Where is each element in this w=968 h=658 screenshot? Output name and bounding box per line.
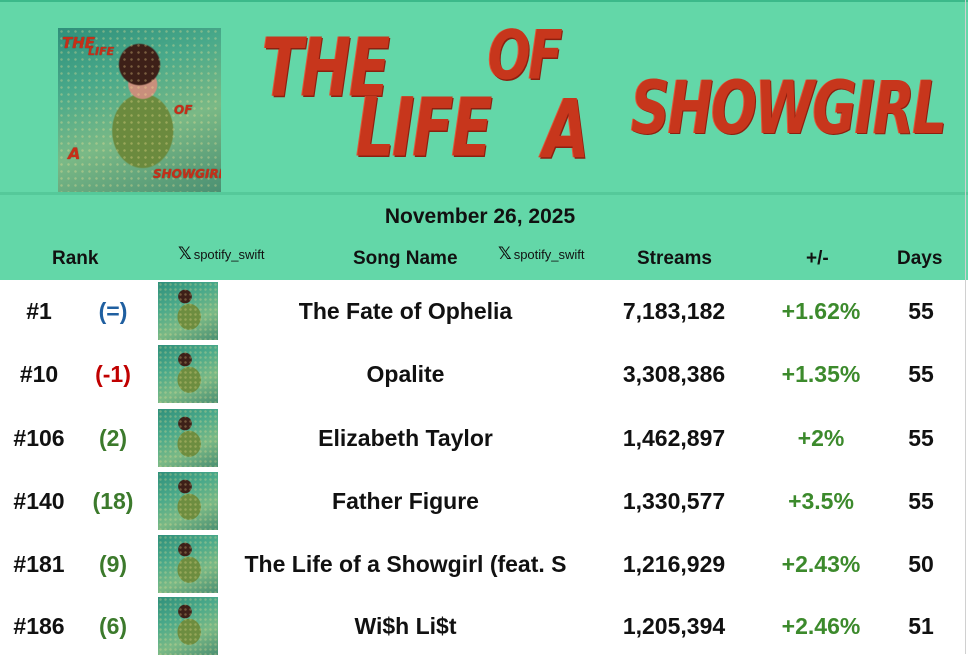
days-cell: 55 — [908, 298, 934, 324]
column-header-change: +/- — [806, 248, 829, 269]
table-row: #1 (=) The Fate of Ophelia 7,183,182 +1.… — [0, 280, 968, 343]
percent-change-cell: +2% — [797, 425, 845, 451]
watermark-right: 𝕏 spotify_swift — [498, 246, 585, 263]
percent-change-cell: +2.43% — [781, 551, 861, 577]
title-word-a: A — [543, 83, 589, 178]
table-row: #10 (-1) Opalite 3,308,386 +1.35% 55 — [0, 343, 968, 406]
percent-change-cell: +3.5% — [788, 488, 854, 514]
album-thumbnail — [158, 282, 218, 340]
cover-text-showgirl: SHOWGIRL — [153, 167, 221, 181]
title-word-of: OF — [488, 16, 563, 95]
gridline — [965, 0, 966, 654]
table-row: #186 (6) Wi$h Li$t 1,205,394 +2.46% 51 — [0, 595, 968, 658]
album-thumbnail — [158, 472, 218, 530]
song-name-cell: Opalite — [366, 361, 445, 387]
streams-cell: 1,205,394 — [622, 613, 726, 639]
column-header-rank: Rank — [52, 248, 99, 269]
song-name-cell: The Life of a Showgirl (feat. S — [244, 551, 567, 577]
album-thumbnail — [158, 597, 218, 655]
song-name-cell: The Fate of Ophelia — [298, 298, 513, 324]
rank-change-cell: (6) — [98, 613, 128, 639]
column-header-days: Days — [897, 248, 943, 269]
days-cell: 55 — [908, 488, 934, 514]
rank-cell: #1 — [26, 298, 52, 324]
percent-change-cell: +2.46% — [781, 613, 861, 639]
title-word-the: THE — [262, 21, 390, 116]
cover-text-of: OF — [174, 103, 193, 117]
rank-cell: #186 — [13, 613, 65, 639]
streams-cell: 1,330,577 — [622, 488, 726, 514]
table-row: #106 (2) Elizabeth Taylor 1,462,897 +2% … — [0, 407, 968, 470]
days-cell: 51 — [908, 613, 934, 639]
header-divider — [0, 192, 968, 195]
x-logo-icon: 𝕏 — [178, 244, 192, 264]
rank-cell: #106 — [13, 425, 65, 451]
album-thumbnail — [158, 535, 218, 593]
days-cell: 55 — [908, 361, 934, 387]
cover-text-life: LIFE — [88, 45, 115, 58]
days-cell: 55 — [908, 425, 934, 451]
cover-text-the: THE — [62, 34, 96, 52]
x-logo-icon: 𝕏 — [498, 244, 512, 264]
streams-cell: 1,462,897 — [622, 425, 726, 451]
cover-sparkle-texture — [58, 28, 221, 194]
days-cell: 50 — [908, 551, 934, 577]
streams-cell: 7,183,182 — [622, 298, 726, 324]
table-row: #181 (9) The Life of a Showgirl (feat. S… — [0, 533, 968, 596]
rank-change-cell: (9) — [98, 551, 128, 577]
rank-cell: #181 — [13, 551, 65, 577]
song-name-cell: Wi$h Li$t — [354, 613, 457, 639]
rank-cell: #10 — [19, 361, 59, 387]
chart-header: THE LIFE OF A SHOWGIRL THE LIFE OF A SHO… — [0, 0, 968, 280]
streams-cell: 1,216,929 — [622, 551, 726, 577]
title-word-life: LIFE — [356, 81, 493, 176]
watermark-left: 𝕏 spotify_swift — [178, 246, 265, 263]
album-thumbnail — [158, 345, 218, 403]
percent-change-cell: +1.62% — [781, 298, 861, 324]
column-header-streams: Streams — [637, 248, 712, 269]
watermark-handle: spotify_swift — [193, 247, 265, 262]
album-cover: THE LIFE OF A SHOWGIRL — [58, 28, 221, 194]
column-header-song: Song Name — [353, 248, 458, 269]
table-row: #140 (18) Father Figure 1,330,577 +3.5% … — [0, 470, 968, 533]
song-name-cell: Elizabeth Taylor — [318, 425, 493, 451]
watermark-handle: spotify_swift — [513, 247, 585, 262]
chart-date: November 26, 2025 — [384, 205, 576, 228]
title-word-showgirl: SHOWGIRL — [631, 65, 947, 151]
streams-cell: 3,308,386 — [622, 361, 726, 387]
rank-change-cell: (18) — [92, 488, 134, 514]
rank-cell: #140 — [13, 488, 65, 514]
rank-change-cell: (-1) — [95, 361, 131, 387]
header-top-border — [0, 0, 968, 2]
song-name-cell: Father Figure — [332, 488, 479, 514]
rank-change-cell: (=) — [98, 298, 128, 324]
rank-change-cell: (2) — [98, 425, 128, 451]
album-thumbnail — [158, 409, 218, 467]
percent-change-cell: +1.35% — [781, 361, 861, 387]
cover-text-a: A — [68, 144, 81, 163]
